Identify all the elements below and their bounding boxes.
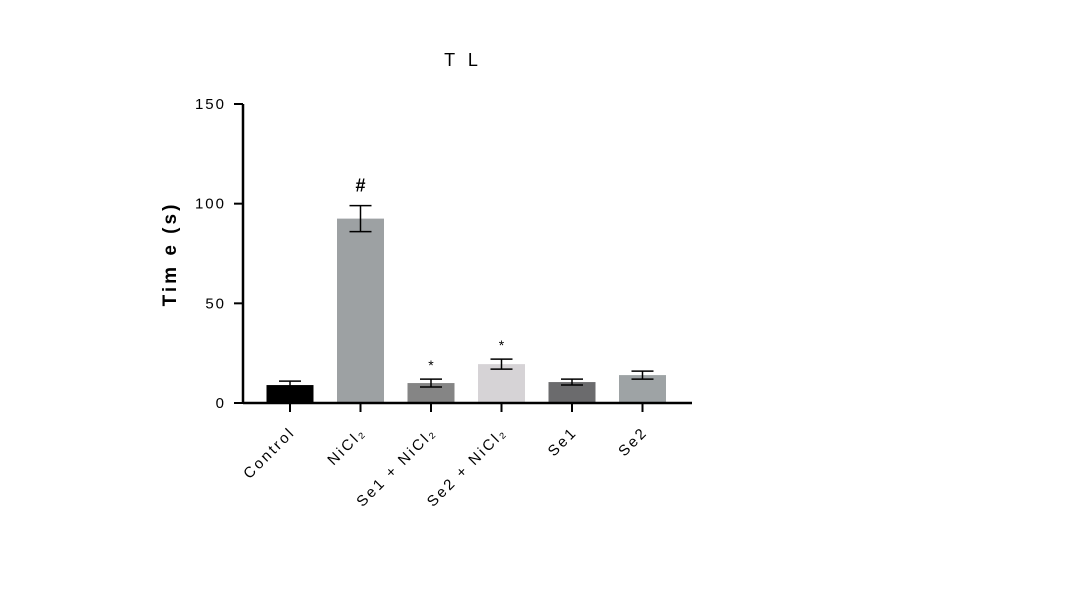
y-tick-label: 0 <box>216 395 226 412</box>
x-tick-label: Se2 <box>615 424 651 460</box>
significance-marker: * <box>499 337 505 353</box>
bar <box>548 382 596 403</box>
y-axis-label: Tim e (s) <box>160 202 181 307</box>
x-tick-label: NiCl₂ <box>324 424 369 469</box>
bar <box>478 364 525 403</box>
x-tick-label: Control <box>240 424 299 483</box>
bars: # * * <box>266 176 666 403</box>
bar <box>337 218 384 403</box>
chart-title: T L <box>444 50 482 70</box>
x-tick-label: Se1 <box>545 424 581 460</box>
significance-marker: # <box>355 176 365 196</box>
y-tick-label: 50 <box>205 295 226 312</box>
significance-marker: * <box>428 357 434 373</box>
bar <box>266 385 314 403</box>
bar <box>407 383 455 403</box>
y-tick-label: 150 <box>195 96 226 113</box>
y-tick-label: 100 <box>195 196 226 213</box>
y-axis: 0 50 100 150 <box>195 96 245 412</box>
